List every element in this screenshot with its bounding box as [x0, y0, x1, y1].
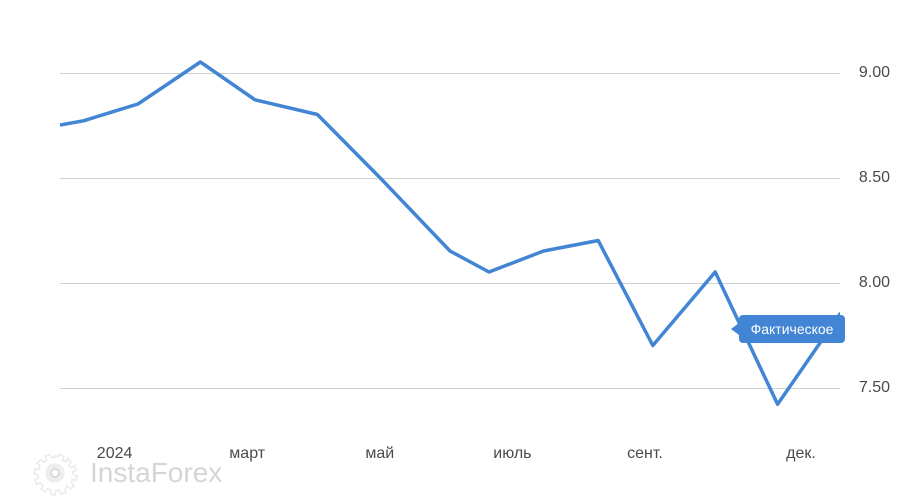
data-line: [60, 62, 840, 404]
tooltip-badge: Фактическое: [739, 315, 846, 343]
chart-area: [60, 20, 840, 440]
watermark: InstaForex: [0, 445, 900, 500]
y-axis-label: 8.50: [859, 169, 890, 187]
y-axis-label: 7.50: [859, 379, 890, 397]
y-axis-label: 9.00: [859, 64, 890, 82]
y-axis: 7.50 8.00 8.50 9.00: [840, 20, 890, 440]
watermark-text: InstaForex: [90, 457, 222, 489]
watermark-insta: Insta: [90, 457, 151, 488]
line-chart-svg: [60, 20, 840, 440]
watermark-forex: Forex: [151, 457, 223, 488]
gear-icon: [30, 448, 80, 498]
tooltip-label: Фактическое: [751, 321, 834, 337]
y-axis-label: 8.00: [859, 274, 890, 292]
